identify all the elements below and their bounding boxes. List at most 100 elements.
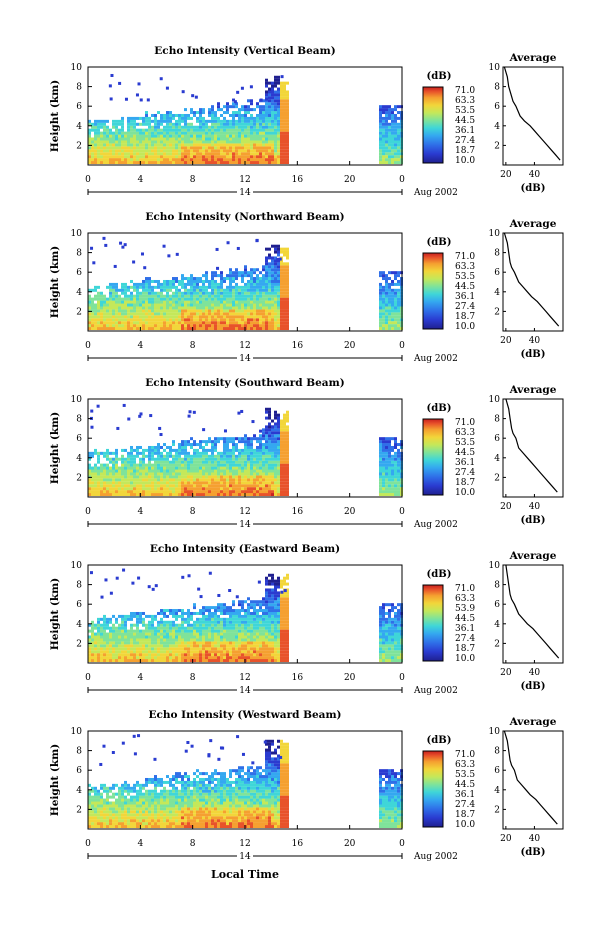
y-tick-label: 2 — [76, 639, 82, 649]
colorbar-label: 36.1 — [455, 458, 475, 468]
x-tick-label: 12 — [239, 839, 250, 849]
echo-speck — [259, 98, 263, 102]
average-x-tick-label: 20 — [500, 170, 512, 180]
y-tick-label: 8 — [76, 83, 82, 93]
colorbar-label: 18.7 — [455, 478, 475, 488]
x-tick-label: 20 — [344, 341, 356, 351]
echo-speck — [228, 589, 232, 593]
x-tick-label: 0 — [85, 673, 91, 683]
colorbar-label: 53.5 — [455, 272, 475, 282]
y-axis-label: Height (km) — [49, 412, 61, 484]
colorbar-label: 10.0 — [455, 156, 475, 166]
x-tick-label: 0 — [399, 839, 405, 849]
y-tick-label: 6 — [76, 766, 82, 776]
colorbar-label: 10.0 — [455, 322, 475, 332]
heatmap — [88, 236, 403, 331]
echo-speck — [122, 568, 126, 572]
x-tick-label: 0 — [85, 341, 91, 351]
echo-speck — [216, 266, 220, 270]
colorbar-label: 53.9 — [455, 604, 475, 614]
echo-speck — [249, 85, 253, 89]
date-bg — [237, 850, 253, 861]
average-y-tick-label: 6 — [494, 766, 500, 776]
x-tick-label: 4 — [137, 175, 143, 185]
echo-speck — [199, 595, 203, 599]
echo-speck — [121, 245, 125, 249]
colorbar-label: 27.4 — [455, 302, 475, 312]
echo-speck — [278, 257, 282, 261]
colorbar-label: 10.0 — [455, 654, 475, 664]
x-tick-label: 16 — [292, 673, 304, 683]
colorbar-label: 10.0 — [455, 820, 475, 830]
average-x-tick-label: 40 — [529, 668, 541, 678]
x-tick-label: 12 — [239, 673, 250, 683]
echo-speck — [133, 752, 137, 756]
colorbar-unit: (dB) — [427, 569, 452, 580]
echo-speck — [240, 409, 244, 413]
date-label: 14 — [239, 520, 251, 530]
echo-speck — [119, 241, 123, 245]
colorbar — [422, 252, 444, 330]
y-tick-label: 8 — [76, 415, 82, 425]
colorbar-label: 27.4 — [455, 136, 475, 146]
x-tick-label: 0 — [399, 507, 405, 517]
colorbar-label: 71.0 — [455, 750, 475, 760]
x-tick-label: 0 — [85, 175, 91, 185]
x-tick-label: 16 — [292, 839, 304, 849]
y-tick-label: 2 — [76, 805, 82, 815]
average-x-tick-label: 20 — [500, 834, 512, 844]
y-tick-label: 2 — [76, 473, 82, 483]
echo-speck — [115, 576, 119, 580]
average-y-tick-label: 4 — [494, 620, 500, 630]
average-y-tick-label: 8 — [494, 747, 500, 757]
echo-speck — [132, 734, 136, 738]
average-y-tick-label: 2 — [494, 639, 500, 649]
date-label: 14 — [239, 686, 251, 696]
echo-speck — [187, 574, 191, 578]
average-x-axis-label: (dB) — [521, 681, 546, 692]
echo-speck — [236, 735, 240, 739]
x-tick-label: 20 — [344, 175, 356, 185]
average-frame — [502, 232, 564, 332]
echo-speck — [255, 238, 259, 242]
echo-speck — [138, 414, 142, 418]
echo-speck — [90, 425, 94, 429]
echo-speck — [131, 581, 135, 585]
echo-speck — [233, 100, 237, 104]
echo-speck — [236, 90, 240, 94]
x-tick-label: 12 — [239, 175, 250, 185]
colorbar — [422, 750, 444, 828]
echo-speck — [111, 750, 115, 754]
average-y-tick-label: 2 — [494, 141, 500, 151]
y-axis-label: Height (km) — [49, 246, 61, 318]
average-title: Average — [509, 384, 557, 396]
colorbar — [422, 584, 444, 662]
x-tick-label: 12 — [239, 341, 250, 351]
echo-speck — [217, 593, 221, 597]
average-frame — [502, 66, 564, 166]
echo-speck — [251, 761, 255, 765]
x-tick-label: 4 — [137, 673, 143, 683]
x-tick-label: 4 — [137, 341, 143, 351]
echo-speck — [118, 81, 122, 85]
y-tick-label: 4 — [76, 454, 82, 464]
colorbar-label: 53.5 — [455, 770, 475, 780]
colorbar-label: 71.0 — [455, 418, 475, 428]
echo-speck — [113, 264, 117, 268]
y-tick-label: 10 — [71, 561, 83, 571]
colorbar-label: 10.0 — [455, 488, 475, 498]
echo-speck — [159, 77, 163, 81]
y-tick-label: 2 — [76, 307, 82, 317]
echo-speck — [215, 247, 219, 251]
colorbar-unit: (dB) — [427, 237, 452, 248]
chart-panel-4: Echo Intensity (Eastward Beam) 2 4 6 8 10 Heig… — [49, 543, 564, 696]
date-label: 14 — [239, 852, 251, 862]
colorbar — [422, 86, 444, 164]
average-y-tick-label: 4 — [494, 122, 500, 132]
colorbar-unit: (dB) — [427, 71, 452, 82]
colorbar-label: 44.5 — [455, 282, 475, 292]
average-y-tick-label: 6 — [494, 600, 500, 610]
x-tick-label: 8 — [190, 673, 196, 683]
echo-speck — [209, 739, 213, 743]
average-x-axis-label: (dB) — [521, 847, 546, 858]
